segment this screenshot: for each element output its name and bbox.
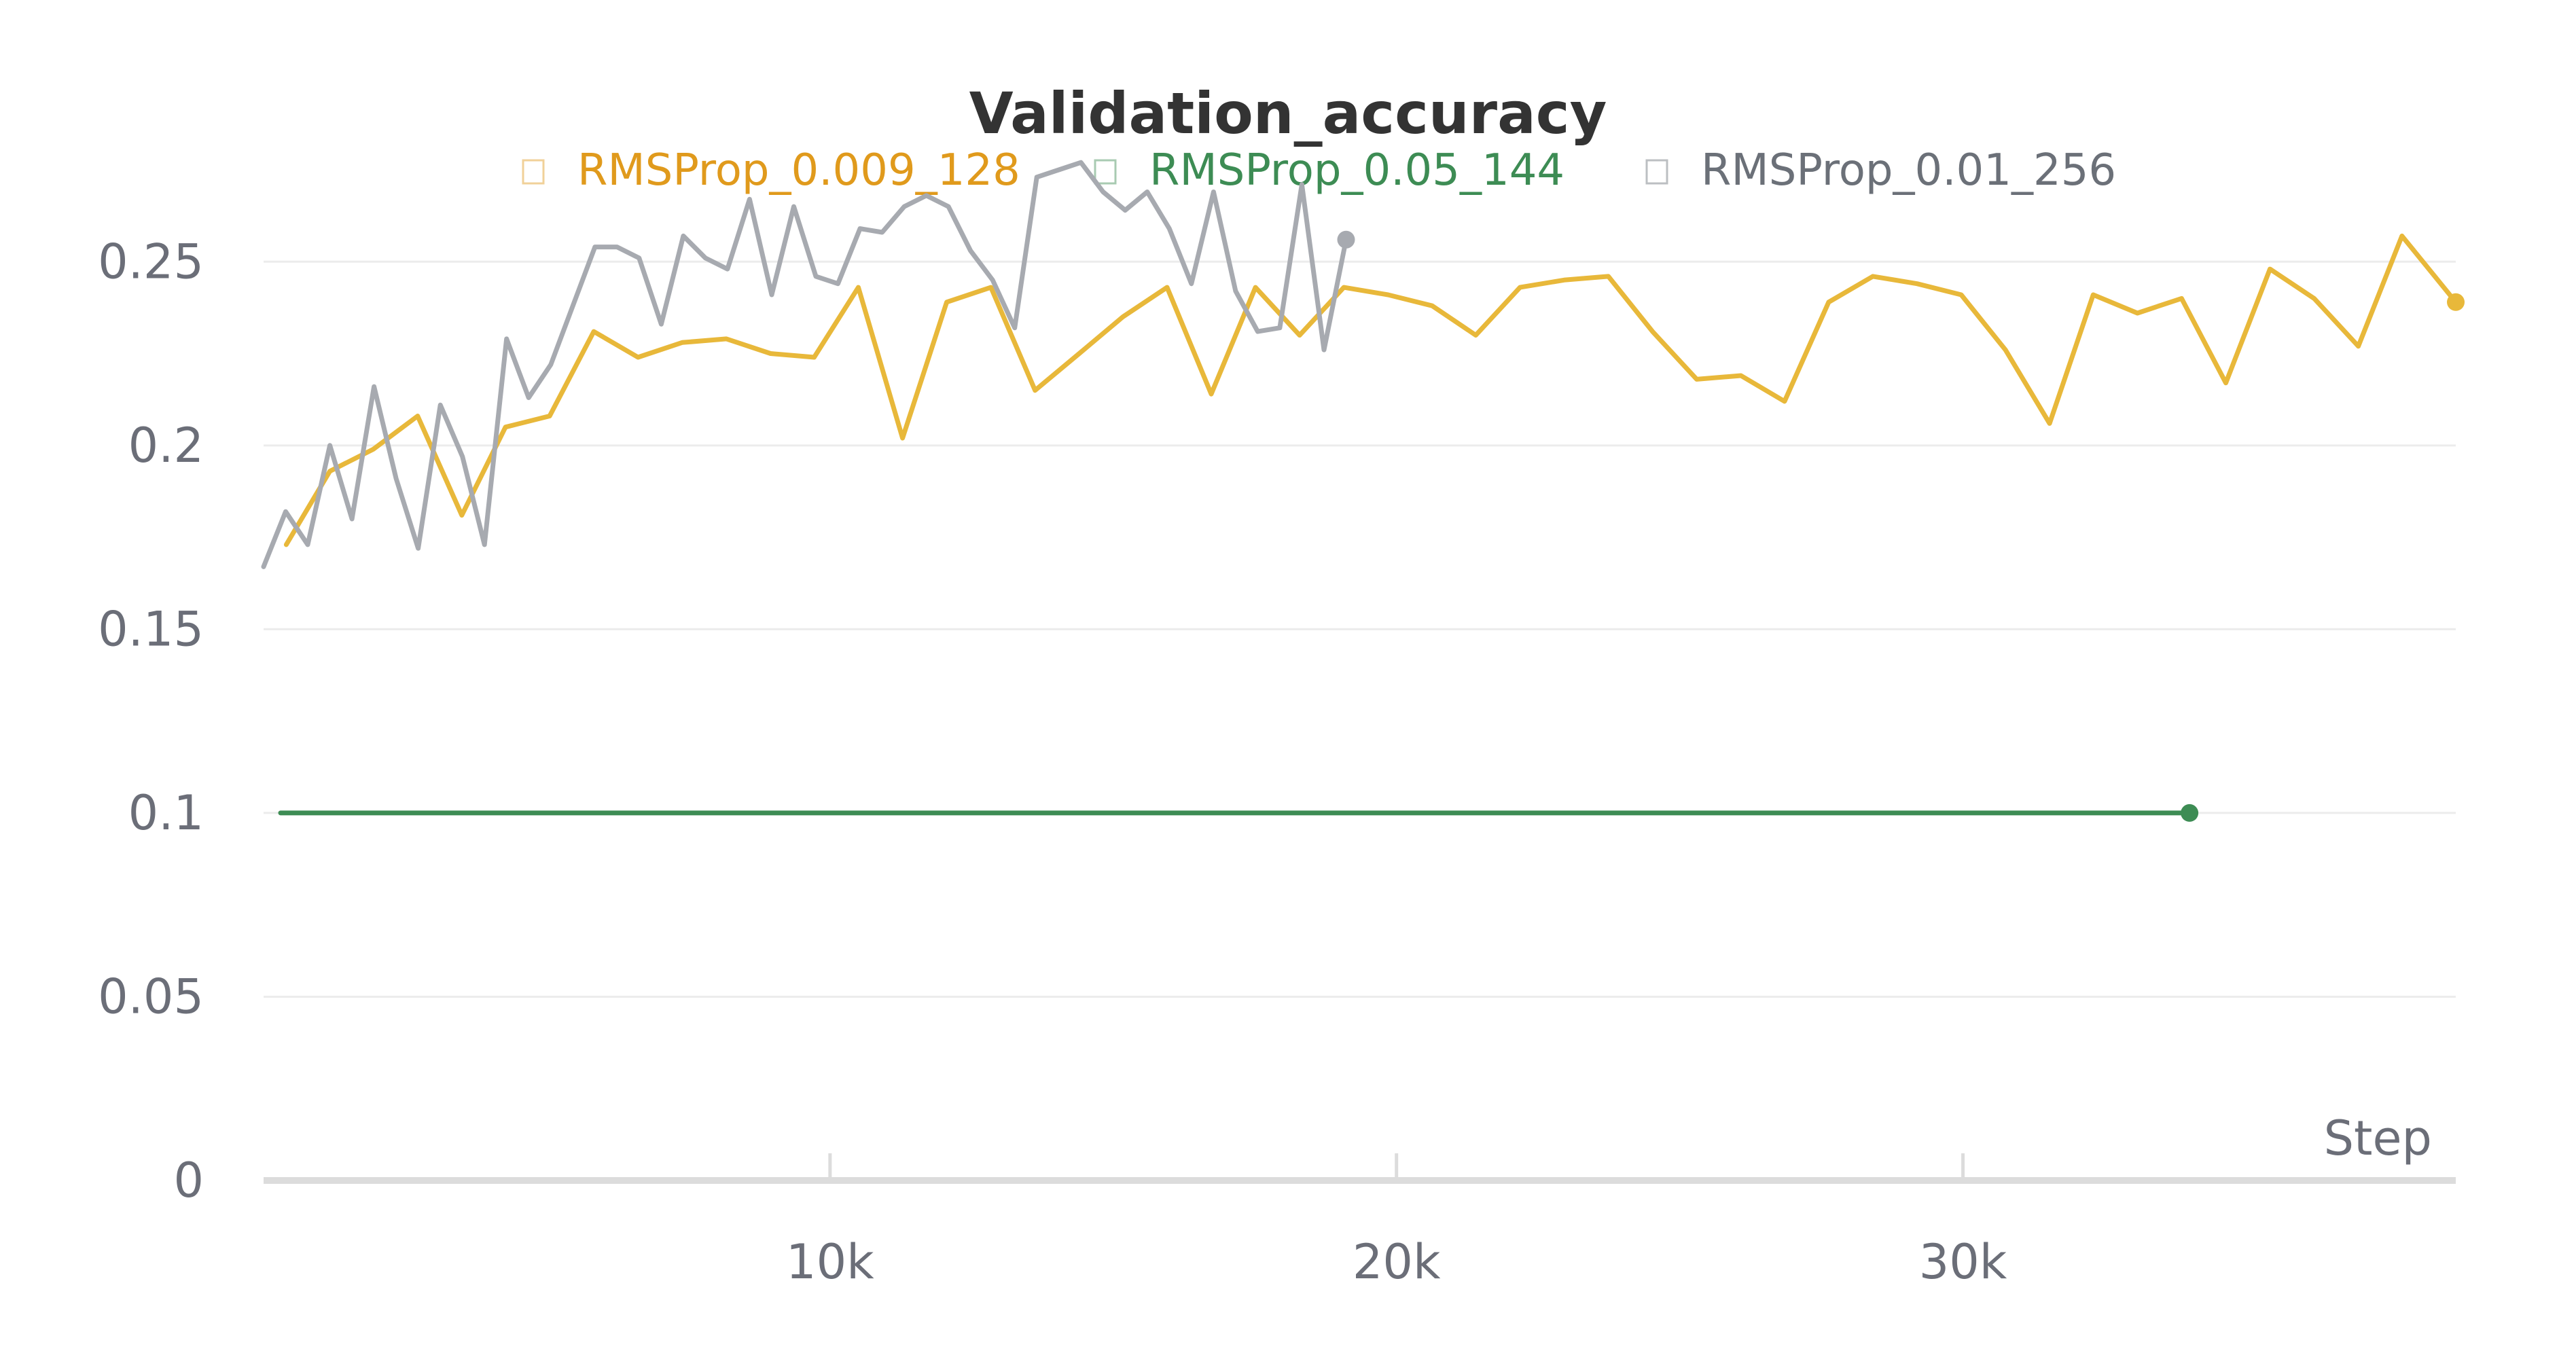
x-tick-label: 10k [786, 1234, 874, 1290]
x-tick-label: 20k [1353, 1234, 1441, 1290]
legend-label: RMSProp_0.009_128 [577, 145, 1020, 196]
y-tick-label: 0.15 [98, 601, 204, 657]
legend: RMSProp_0.009_128 RMSProp_0.05_144 RMSProp… [522, 145, 2116, 196]
series-lines [261, 160, 2465, 822]
series-line-RMSProp_0.01_256 [261, 160, 1348, 569]
series-end-point [1337, 230, 1355, 249]
y-tick-label: 0.1 [128, 785, 204, 841]
y-tick-label: 0 [173, 1153, 204, 1208]
x-tick-labels: 10k 20k 30k [786, 1234, 2007, 1290]
legend-swatch [1645, 159, 1668, 185]
series-line-RMSProp_0.009_128 [283, 233, 2458, 547]
series-end-point [2181, 804, 2199, 822]
y-tick-label: 0.2 [128, 418, 204, 473]
y-tick-label: 0.05 [98, 969, 204, 1024]
x-axis-label: Step [2324, 1111, 2432, 1166]
y-tick-labels: 0 0.05 0.1 0.15 0.2 0.25 [98, 234, 204, 1208]
legend-swatch [1094, 159, 1117, 185]
legend-label: RMSProp_0.01_256 [1701, 145, 2116, 196]
y-tick-label: 0.25 [98, 234, 204, 289]
legend-swatch [522, 159, 545, 185]
legend-label: RMSProp_0.05_144 [1149, 145, 1564, 196]
x-tick-label: 30k [1919, 1234, 2007, 1290]
series-end-point [2447, 293, 2465, 311]
y-gridlines [264, 260, 2456, 1184]
chart-title: Validation_accuracy [969, 80, 1607, 147]
x-tick-marks [828, 1153, 1965, 1180]
